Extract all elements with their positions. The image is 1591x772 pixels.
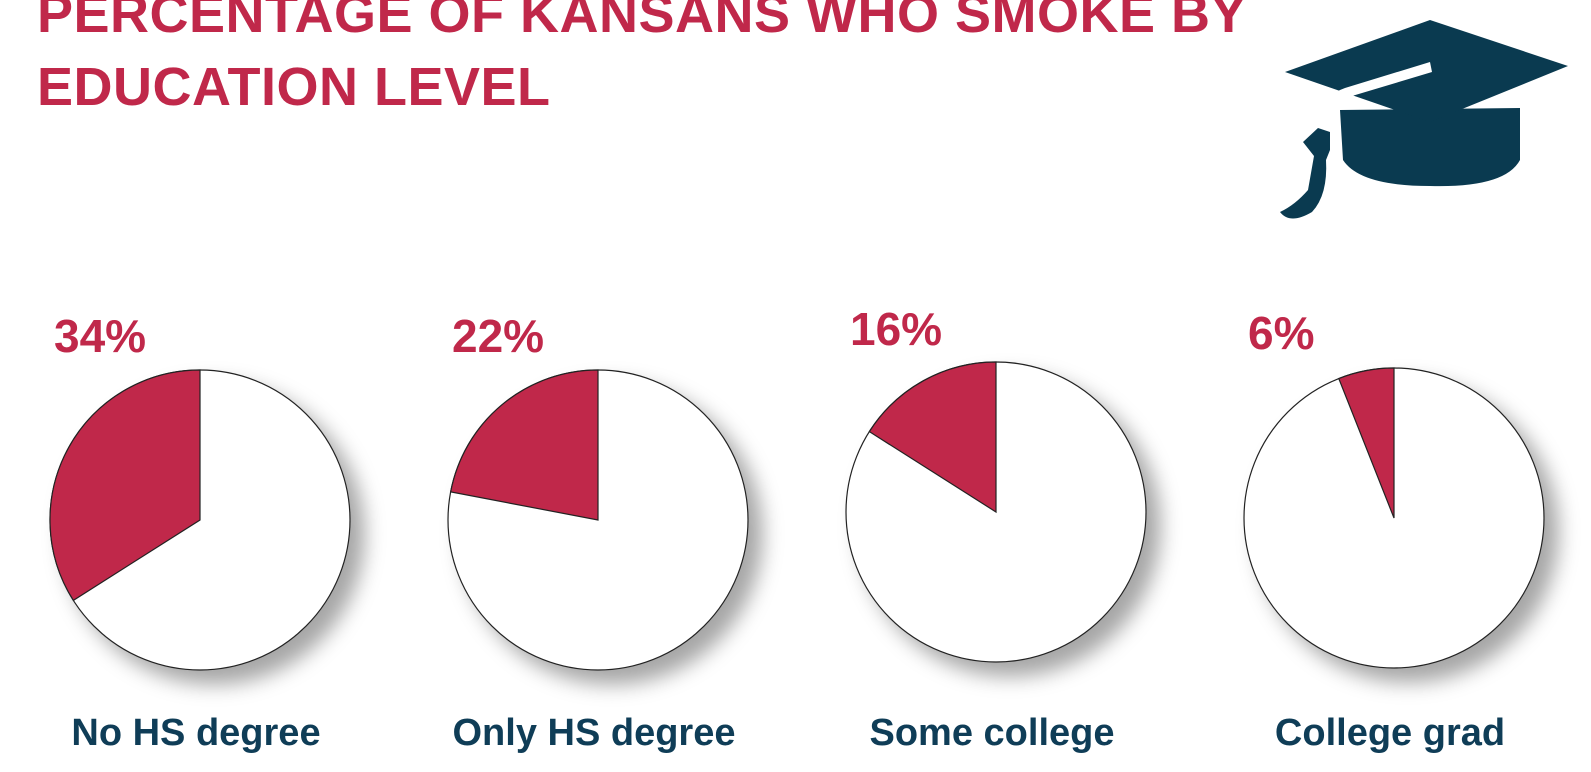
pie [447,369,749,671]
pie [1243,367,1545,669]
pie-label: Some college [870,712,1115,754]
pie-slice [449,369,599,521]
pie-slice [868,361,997,514]
value-label: 22% [452,310,544,362]
pie-label: Only HS degree [453,712,736,754]
pie-label: No HS degree [71,712,320,754]
pie [49,369,351,671]
graduation-cap-icon [1280,20,1568,219]
title: PERCENTAGE OF KANSANS WHO SMOKE BY EDUCA… [37,0,1247,117]
value-label: 16% [850,303,942,355]
pie-slice [1338,367,1395,519]
value-label: 34% [54,310,146,362]
pie [845,361,1147,663]
pie-label: College grad [1275,712,1505,754]
pie-slice [49,369,201,602]
value-label: 6% [1248,307,1314,359]
